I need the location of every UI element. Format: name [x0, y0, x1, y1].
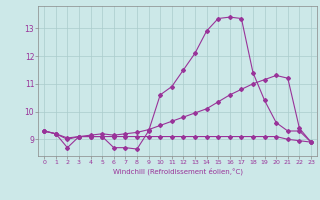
- X-axis label: Windchill (Refroidissement éolien,°C): Windchill (Refroidissement éolien,°C): [113, 168, 243, 175]
